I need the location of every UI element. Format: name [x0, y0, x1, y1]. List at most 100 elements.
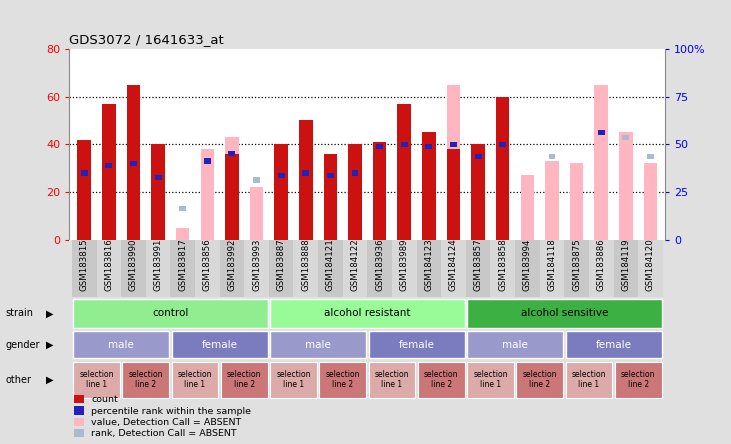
Bar	[392, 240, 417, 297]
Bar	[299, 120, 313, 240]
Bar	[417, 240, 442, 297]
Bar	[225, 137, 239, 240]
Bar	[348, 154, 362, 240]
Bar	[102, 104, 115, 240]
Text: selection
line 2: selection line 2	[621, 370, 656, 389]
Bar	[422, 132, 436, 240]
Bar	[491, 240, 515, 297]
Bar	[471, 144, 485, 240]
Bar	[548, 154, 556, 159]
Text: other: other	[5, 375, 31, 385]
Text: selection
line 1: selection line 1	[79, 370, 114, 389]
FancyBboxPatch shape	[172, 331, 268, 358]
Bar	[598, 130, 605, 135]
Bar	[499, 142, 506, 147]
Bar	[105, 163, 113, 168]
Bar	[225, 154, 239, 240]
Text: selection
line 1: selection line 1	[473, 370, 507, 389]
FancyBboxPatch shape	[467, 331, 563, 358]
Bar	[594, 85, 608, 240]
Bar	[638, 240, 663, 297]
Bar	[647, 154, 654, 159]
Bar	[447, 149, 461, 240]
Bar	[121, 240, 145, 297]
Text: strain: strain	[5, 309, 33, 318]
Bar	[376, 144, 383, 149]
Bar	[401, 142, 408, 147]
Bar	[589, 240, 613, 297]
Legend: count, percentile rank within the sample, value, Detection Call = ABSENT, rank, : count, percentile rank within the sample…	[74, 395, 251, 438]
FancyBboxPatch shape	[368, 361, 415, 398]
FancyBboxPatch shape	[73, 361, 120, 398]
Bar	[80, 170, 88, 175]
Bar	[496, 97, 510, 240]
Bar	[622, 135, 629, 140]
Bar	[170, 240, 195, 297]
Bar	[229, 151, 235, 156]
Bar	[474, 154, 482, 159]
Text: female: female	[398, 340, 434, 349]
Text: selection
line 1: selection line 1	[178, 370, 212, 389]
FancyBboxPatch shape	[566, 361, 613, 398]
Bar	[447, 85, 461, 240]
Bar	[327, 173, 334, 178]
Text: selection
line 2: selection line 2	[424, 370, 458, 389]
Bar	[520, 175, 534, 240]
Bar	[343, 240, 367, 297]
FancyBboxPatch shape	[418, 361, 465, 398]
Bar	[398, 104, 411, 240]
FancyBboxPatch shape	[270, 299, 465, 328]
Bar	[200, 149, 214, 240]
Bar	[545, 161, 558, 240]
Bar	[425, 144, 432, 149]
Bar	[348, 144, 362, 240]
Text: male: male	[305, 340, 331, 349]
Text: alcohol sensitive: alcohol sensitive	[520, 309, 608, 318]
FancyBboxPatch shape	[73, 299, 268, 328]
Bar	[352, 170, 358, 175]
FancyBboxPatch shape	[467, 299, 662, 328]
Bar	[450, 142, 457, 147]
FancyBboxPatch shape	[270, 361, 317, 398]
Text: GDS3072 / 1641633_at: GDS3072 / 1641633_at	[69, 33, 224, 46]
Bar	[442, 240, 466, 297]
Text: male: male	[108, 340, 134, 349]
Bar	[274, 144, 288, 240]
Text: female: female	[596, 340, 632, 349]
Bar	[293, 240, 318, 297]
Text: alcohol resistant: alcohol resistant	[324, 309, 411, 318]
Text: gender: gender	[5, 340, 39, 349]
Bar	[96, 240, 121, 297]
FancyBboxPatch shape	[566, 331, 662, 358]
Text: ▶: ▶	[46, 375, 53, 385]
Bar	[179, 206, 186, 211]
Bar	[151, 144, 165, 240]
Bar	[278, 173, 284, 178]
Text: selection
line 2: selection line 2	[523, 370, 557, 389]
Bar	[195, 240, 219, 297]
Bar	[564, 240, 589, 297]
Text: selection
line 1: selection line 1	[375, 370, 409, 389]
Bar	[373, 142, 387, 240]
Text: ▶: ▶	[46, 340, 53, 349]
Bar	[145, 240, 170, 297]
FancyBboxPatch shape	[467, 361, 514, 398]
Bar	[274, 144, 288, 240]
Bar	[318, 240, 343, 297]
Bar	[176, 228, 189, 240]
Text: ▶: ▶	[46, 309, 53, 318]
Bar	[155, 175, 162, 180]
Bar	[303, 170, 309, 175]
Text: male: male	[502, 340, 528, 349]
Bar	[204, 159, 211, 164]
Bar	[466, 240, 491, 297]
Bar	[515, 240, 539, 297]
Bar	[126, 85, 140, 240]
FancyBboxPatch shape	[615, 361, 662, 398]
Text: selection
line 2: selection line 2	[129, 370, 163, 389]
Bar	[613, 240, 638, 297]
Bar	[130, 161, 137, 166]
FancyBboxPatch shape	[270, 331, 366, 358]
Bar	[244, 240, 269, 297]
Text: control: control	[152, 309, 189, 318]
